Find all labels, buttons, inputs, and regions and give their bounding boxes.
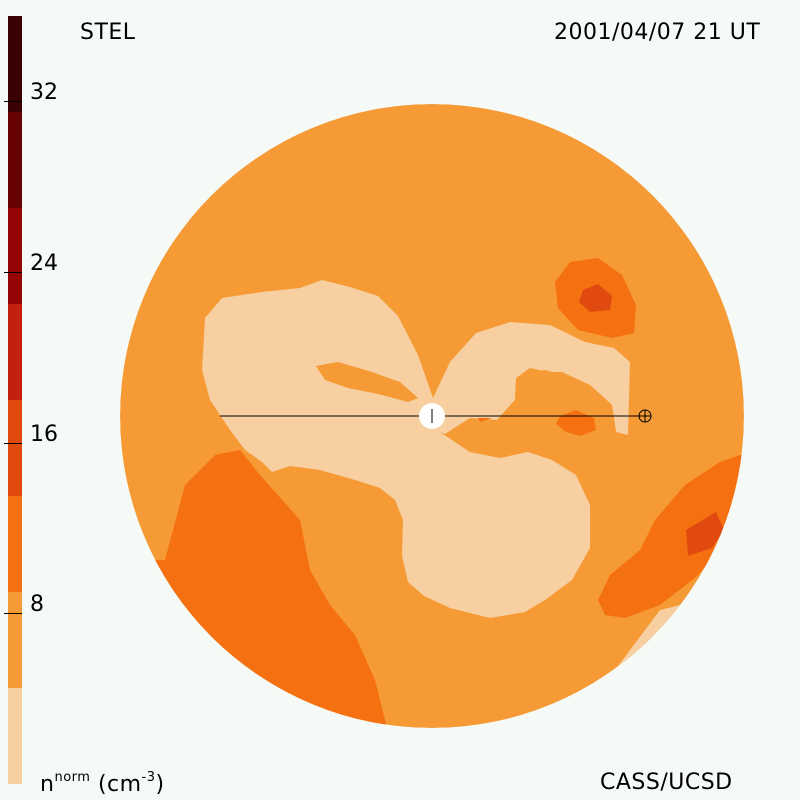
unit-close: ) bbox=[155, 772, 165, 797]
observatory-label: STEL bbox=[80, 20, 136, 45]
density-region-small-center bbox=[478, 418, 492, 422]
datetime-label: 2001/04/07 21 UT bbox=[554, 20, 761, 45]
density-region-central-light bbox=[202, 280, 630, 618]
colorbar-segment bbox=[8, 112, 22, 208]
density-region-east bbox=[598, 455, 744, 618]
colorbar-segment bbox=[8, 688, 22, 784]
colorbar-tick-16 bbox=[4, 443, 22, 444]
colorbar-label-24: 24 bbox=[30, 251, 58, 276]
colorbar-tick-8 bbox=[4, 613, 22, 614]
colorbar-tick-32 bbox=[4, 101, 22, 102]
colorbar-segment bbox=[8, 400, 22, 496]
density-region-central-cutout bbox=[316, 362, 418, 402]
colorbar-segment bbox=[8, 496, 22, 592]
colorbar-segment bbox=[8, 16, 22, 112]
density-colorbar bbox=[8, 16, 22, 784]
colorbar-label-32: 32 bbox=[30, 80, 58, 105]
colorbar-tick-24 bbox=[4, 272, 22, 273]
density-region-east-core bbox=[686, 512, 724, 556]
colorbar-segment bbox=[8, 304, 22, 400]
credit-label: CASS/UCSD bbox=[600, 770, 733, 795]
unit-base: n bbox=[40, 772, 55, 797]
unit-exponent: -3 bbox=[141, 770, 156, 785]
unit-superscript: norm bbox=[54, 770, 91, 785]
colorbar-unit-label: nnorm (cm-3) bbox=[40, 770, 165, 797]
unit-text: (cm bbox=[97, 772, 142, 797]
colorbar-label-16: 16 bbox=[30, 422, 58, 447]
colorbar-segment bbox=[8, 208, 22, 304]
colorbar-label-8: 8 bbox=[30, 592, 44, 617]
colorbar-segment bbox=[8, 592, 22, 688]
density-region-northeast-core bbox=[579, 284, 612, 312]
